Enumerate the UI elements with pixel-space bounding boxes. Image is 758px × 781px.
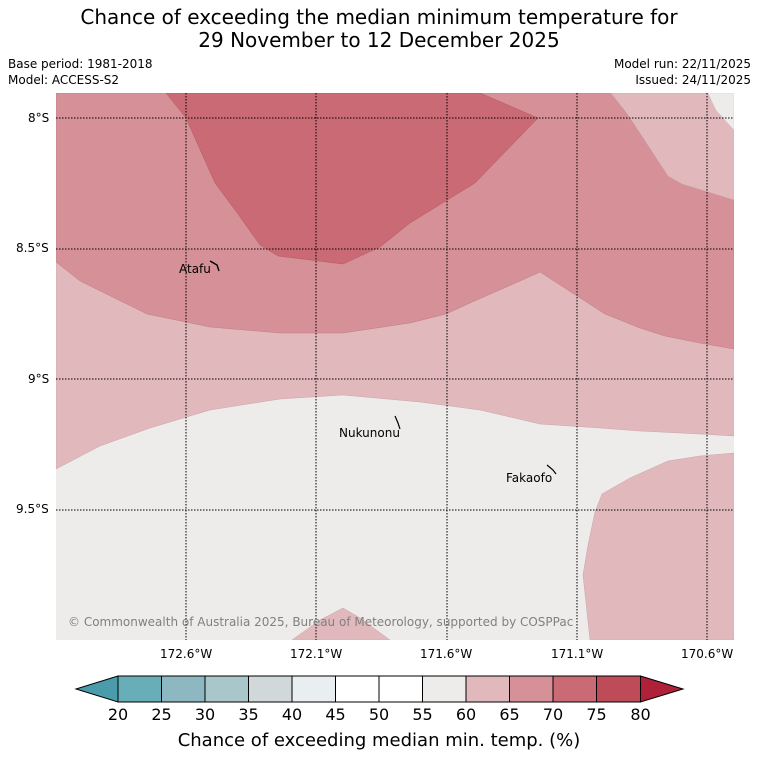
colorbar-bin-30-35 bbox=[204, 675, 249, 703]
colorbar-tick-80: 80 bbox=[630, 705, 651, 724]
region-60-65-s bbox=[291, 607, 391, 640]
model-run: Model run: 22/11/2025 bbox=[613, 57, 751, 71]
colorbar-bin-55-60 bbox=[422, 675, 467, 703]
title-line-1: Chance of exceeding the median minimum t… bbox=[80, 5, 678, 29]
lat-label-9-5s: 9.5°S bbox=[16, 502, 49, 516]
lat-label-9s: 9°S bbox=[28, 372, 50, 386]
lat-label-8-5s: 8.5°S bbox=[16, 241, 49, 255]
colorbar-tick-65: 65 bbox=[499, 705, 520, 724]
colorbar-bin-60-65 bbox=[465, 675, 510, 703]
lon-label-172-6w: 172.6°W bbox=[160, 647, 213, 661]
colorbar-label: Chance of exceeding median min. temp. (%… bbox=[177, 730, 581, 751]
colorbar-tick-20: 20 bbox=[107, 705, 129, 724]
region-60-65-ne bbox=[611, 93, 734, 201]
colorbar bbox=[74, 675, 685, 703]
region-55-60-ne bbox=[707, 93, 734, 131]
nukunonu-atoll bbox=[394, 415, 401, 430]
place-fakaofo: Fakaofo bbox=[506, 471, 552, 485]
colorbar-bin-70-75 bbox=[552, 675, 597, 703]
place-nukunonu: Nukunonu bbox=[339, 426, 400, 440]
colorbar-tick-50: 50 bbox=[368, 705, 390, 724]
colorbar-tick-35: 35 bbox=[238, 705, 259, 724]
region-60-65-se bbox=[582, 452, 734, 640]
colorbar-high-extension bbox=[640, 675, 685, 703]
lon-label-171-1w: 171.1°W bbox=[551, 647, 604, 661]
region-70-75 bbox=[165, 93, 539, 265]
colorbar-tick-25: 25 bbox=[151, 705, 172, 724]
colorbar-bin-65-70 bbox=[509, 675, 554, 703]
colorbar-bin-75-80 bbox=[596, 675, 641, 703]
lon-label-172-1w: 172.1°W bbox=[290, 647, 343, 661]
model-name: Model: ACCESS-S2 bbox=[8, 73, 120, 87]
colorbar-tick-55: 55 bbox=[412, 705, 433, 724]
colorbar-tick-75: 75 bbox=[586, 705, 607, 724]
graticule bbox=[56, 93, 734, 640]
issued-date: Issued: 24/11/2025 bbox=[635, 73, 751, 87]
lon-label-170-6w: 170.6°W bbox=[681, 647, 734, 661]
colorbar-tick-45: 45 bbox=[325, 705, 346, 724]
colorbar-bin-50-55 bbox=[378, 675, 423, 703]
fakaofo-atoll bbox=[546, 464, 557, 475]
lat-label-8s: 8°S bbox=[28, 111, 50, 125]
lon-label-171-6w: 171.6°W bbox=[420, 647, 473, 661]
title-line-2: 29 November to 12 December 2025 bbox=[198, 28, 560, 52]
place-atafu: Atafu bbox=[179, 262, 211, 276]
colorbar-tick-70: 70 bbox=[542, 705, 564, 724]
copyright-text: © Commonwealth of Australia 2025, Bureau… bbox=[68, 615, 573, 629]
colorbar-tick-30: 30 bbox=[194, 705, 216, 724]
colorbar-bin-35-40 bbox=[248, 675, 293, 703]
colorbar-bin-40-45 bbox=[291, 675, 336, 703]
base-period: Base period: 1981-2018 bbox=[8, 57, 153, 71]
colorbar-tick-60: 60 bbox=[455, 705, 477, 724]
colorbar-bin-25-30 bbox=[161, 675, 206, 703]
colorbar-low-extension bbox=[74, 675, 119, 703]
colorbar-tick-40: 40 bbox=[281, 705, 303, 724]
colorbar-bin-45-50 bbox=[335, 675, 380, 703]
colorbar-bin-20-25 bbox=[117, 675, 162, 703]
atafu-atoll bbox=[209, 260, 220, 272]
